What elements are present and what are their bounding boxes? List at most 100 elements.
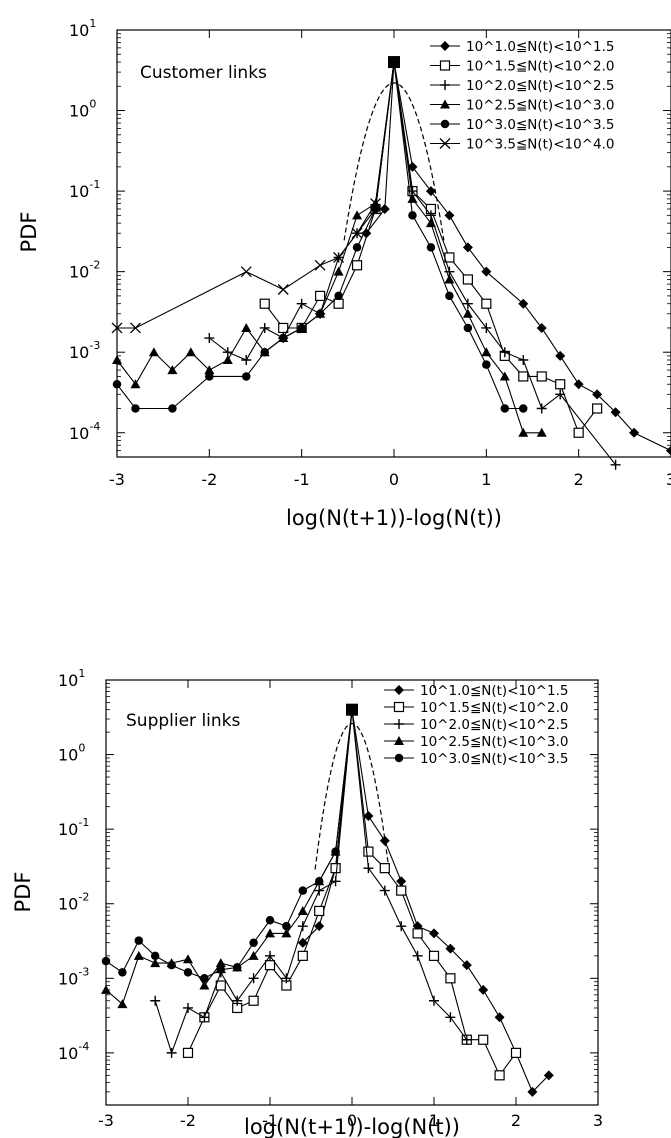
data-point	[150, 995, 161, 1006]
legend-item: 10^2.5≦N(t)<10^3.0	[384, 734, 568, 750]
x-tick-label: -2	[180, 1111, 196, 1130]
data-point	[499, 371, 510, 381]
data-point	[282, 921, 291, 931]
y-tick-label: 10-4	[58, 1040, 89, 1063]
data-point	[199, 980, 210, 990]
data-point	[379, 203, 390, 214]
y-tick-label: 10-4	[69, 420, 100, 443]
reference-dashed-curve	[314, 722, 390, 870]
data-point	[278, 333, 288, 343]
data-point	[379, 863, 390, 874]
legend-marker	[394, 719, 404, 729]
legend-item: 10^1.5≦N(t)<10^2.0	[430, 59, 614, 75]
data-point	[463, 323, 473, 333]
data-point	[222, 355, 233, 365]
data-point	[429, 995, 439, 1006]
series-1	[361, 57, 671, 456]
data-point	[333, 266, 344, 276]
data-point	[241, 322, 252, 332]
data-point	[131, 404, 140, 413]
legend: 10^1.0≦N(t)<10^1.510^1.5≦N(t)<10^2.010^2…	[384, 683, 568, 767]
data-point	[555, 389, 566, 400]
y-tick-exponent: -1	[78, 816, 89, 829]
data-point	[363, 846, 374, 857]
data-point	[130, 379, 141, 389]
legend-marker	[394, 736, 404, 745]
data-point	[314, 905, 325, 917]
data-point	[363, 811, 374, 822]
x-tick-label: -1	[294, 470, 310, 489]
data-point	[494, 1012, 505, 1023]
legend-item: 10^3.0≦N(t)<10^3.5	[430, 117, 614, 133]
data-point	[629, 427, 640, 438]
y-tick-exponent: -3	[78, 965, 89, 978]
data-point	[428, 950, 440, 961]
data-point	[148, 347, 159, 357]
data-point	[182, 1047, 194, 1058]
data-point	[379, 835, 390, 846]
data-point	[130, 322, 141, 334]
data-point	[351, 260, 363, 271]
data-point	[478, 1034, 489, 1045]
x-tick-label: 3	[666, 470, 671, 489]
data-point	[315, 309, 325, 319]
data-point	[573, 427, 584, 438]
annotation-text: Customer links	[140, 63, 267, 83]
legend-label: 10^3.0≦N(t)<10^3.5	[466, 117, 614, 133]
peak-point	[346, 703, 358, 716]
legend-label: 10^2.5≦N(t)<10^3.0	[466, 98, 614, 114]
data-point	[216, 965, 226, 975]
data-point	[543, 1070, 554, 1081]
data-point	[462, 242, 473, 253]
data-point	[481, 322, 492, 333]
data-point	[610, 459, 621, 470]
annotation-text: Supplier links	[126, 711, 241, 731]
data-point	[462, 308, 473, 318]
data-point	[297, 323, 306, 333]
data-point	[352, 210, 363, 220]
legend-marker	[440, 41, 450, 51]
legend-label: 10^1.0≦N(t)<10^1.5	[420, 683, 568, 699]
series-group	[101, 703, 554, 1097]
data-point	[277, 284, 289, 295]
legend-label: 10^3.5≦N(t)<10^4.0	[466, 137, 614, 153]
data-point	[297, 921, 308, 932]
legend-label: 10^1.0≦N(t)<10^1.5	[466, 39, 614, 55]
data-point	[518, 427, 529, 437]
data-point	[444, 210, 455, 221]
data-point	[330, 863, 341, 874]
data-point	[445, 973, 456, 984]
data-point	[379, 885, 390, 896]
x-axis-label: log(N(t+1))-log(N(t))	[286, 506, 502, 530]
data-point	[462, 298, 473, 309]
data-point	[407, 161, 418, 172]
y-tick-exponent: 0	[78, 742, 85, 755]
data-point	[445, 943, 456, 954]
data-point	[117, 999, 128, 1009]
data-point	[183, 968, 193, 977]
data-point	[429, 928, 439, 939]
data-point	[166, 1047, 177, 1058]
legend-item: 10^2.5≦N(t)<10^3.0	[430, 98, 614, 114]
data-point	[297, 905, 308, 915]
x-tick-label: 1	[429, 1111, 439, 1130]
data-point	[315, 290, 326, 301]
data-point	[297, 937, 308, 948]
data-point	[134, 936, 144, 945]
data-point	[215, 958, 226, 968]
legend-marker	[394, 685, 404, 695]
data-point	[426, 243, 436, 252]
data-point	[241, 355, 252, 366]
data-point	[200, 974, 209, 983]
legend-marker	[393, 701, 405, 713]
data-point	[259, 298, 270, 309]
data-point	[555, 350, 566, 361]
legend-label: 10^1.5≦N(t)<10^2.0	[466, 59, 614, 75]
data-point	[204, 333, 215, 344]
data-point	[445, 291, 454, 301]
data-point	[412, 921, 423, 932]
series-line	[117, 62, 395, 329]
data-point	[610, 407, 621, 418]
legend-item: 10^3.0≦N(t)<10^3.5	[384, 751, 568, 767]
y-tick-exponent: -1	[89, 178, 100, 191]
